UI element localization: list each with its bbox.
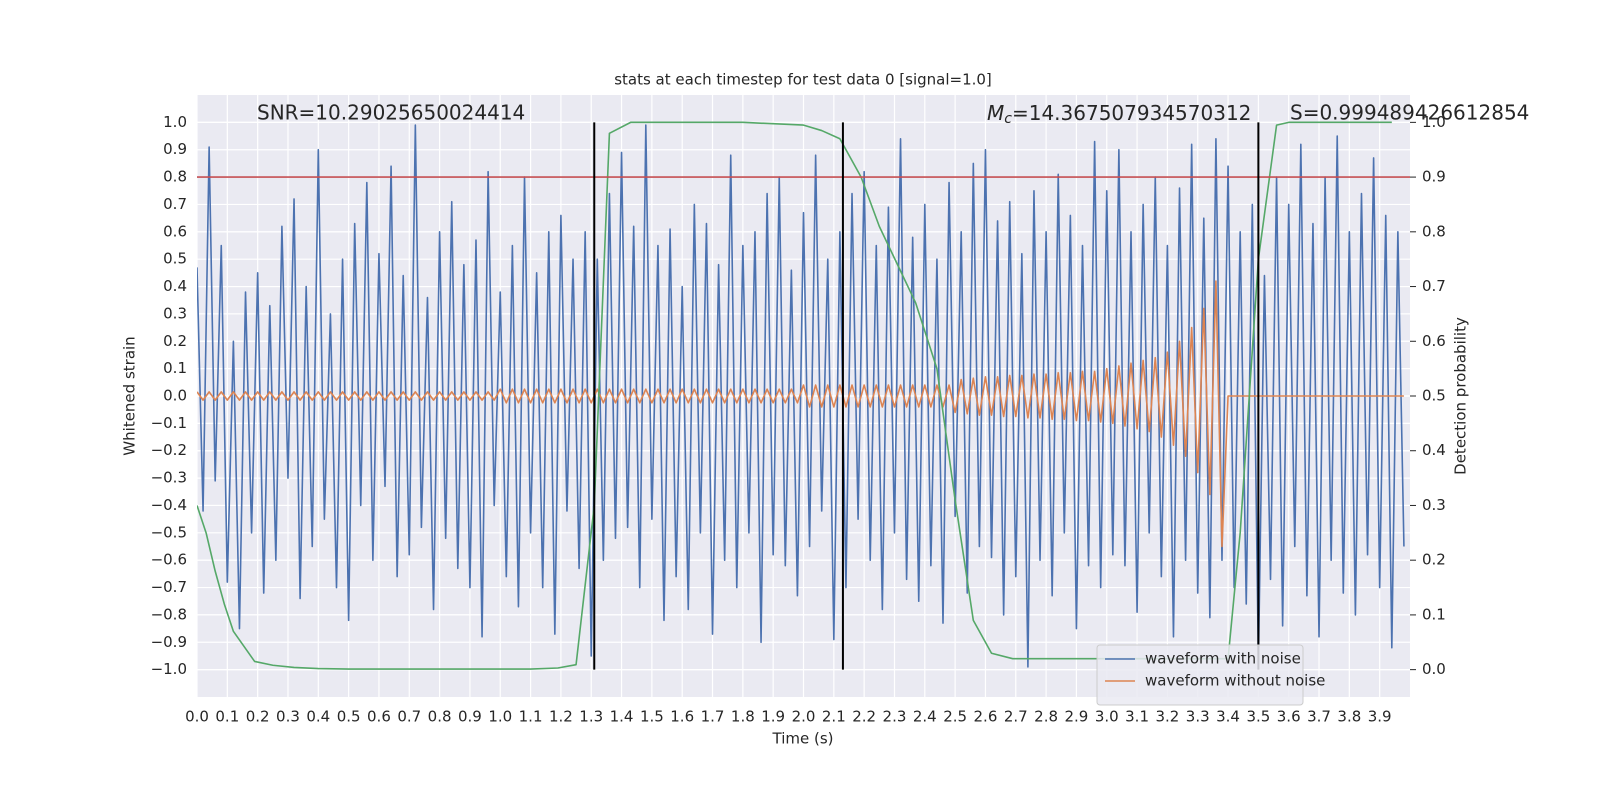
- x-tick-label: 0.3: [276, 708, 300, 726]
- y-tick-label: −0.7: [151, 578, 187, 596]
- x-tick-label: 3.6: [1277, 708, 1301, 726]
- x-tick-label: 2.8: [1034, 708, 1058, 726]
- y2-tick-label: 0.8: [1422, 222, 1446, 240]
- x-tick-label: 2.7: [1004, 708, 1028, 726]
- x-tick-label: 0.8: [428, 708, 452, 726]
- y-tick-label: 0.7: [163, 195, 187, 213]
- series-line: [197, 280, 1404, 548]
- x-tick-label: 2.9: [1064, 708, 1088, 726]
- y-tick-label: −0.6: [151, 551, 187, 569]
- y-tick-label: −0.1: [151, 414, 187, 432]
- y2-tick-label: 0.5: [1422, 387, 1446, 405]
- x-tick-label: 3.3: [1186, 708, 1210, 726]
- annotation: S=0.999489426612854: [1290, 101, 1529, 125]
- x-tick-label: 1.0: [488, 708, 512, 726]
- x-tick-label: 3.2: [1155, 708, 1179, 726]
- y2-tick-label: 0.7: [1422, 277, 1446, 295]
- annotation: SNR=10.29025650024414: [257, 101, 525, 125]
- x-tick-label: 1.8: [731, 708, 755, 726]
- x-tick-label: 0.1: [215, 708, 239, 726]
- x-tick-label: 0.7: [397, 708, 421, 726]
- y-axis-label: Whitened strain: [121, 336, 139, 455]
- x-tick-label: 3.5: [1246, 708, 1270, 726]
- y2-tick-label: 0.0: [1422, 660, 1446, 678]
- x-tick-label: 0.5: [337, 708, 361, 726]
- x-tick-label: 3.7: [1307, 708, 1331, 726]
- chart-title: stats at each timestep for test data 0 […: [614, 71, 992, 89]
- legend-box: [1096, 644, 1304, 706]
- annotation-symbol: M: [987, 101, 1004, 125]
- x-tick-label: 1.4: [610, 708, 634, 726]
- x-tick-label: 3.4: [1216, 708, 1240, 726]
- y-tick-label: 1.0: [163, 113, 187, 131]
- x-tick-label: 3.8: [1337, 708, 1361, 726]
- y2-tick-label: 0.2: [1422, 551, 1446, 569]
- x-tick-label: 1.9: [761, 708, 785, 726]
- x-tick-label: 3.0: [1095, 708, 1119, 726]
- legend-label: waveform without noise: [1145, 672, 1325, 690]
- y2-tick-label: 1.0: [1422, 113, 1446, 131]
- x-tick-label: 1.7: [701, 708, 725, 726]
- series-line: [197, 124, 1405, 668]
- x-tick-label: 3.1: [1125, 708, 1149, 726]
- y-tick-label: −0.5: [151, 523, 187, 541]
- x-tick-label: 0.0: [185, 708, 209, 726]
- annotation-subscript: c: [1004, 111, 1012, 127]
- y-tick-label: −0.9: [151, 633, 187, 651]
- x-tick-label: 1.5: [640, 708, 664, 726]
- annotation: Mc=14.367507934570312: [987, 101, 1251, 128]
- y-tick-label: −0.4: [151, 496, 187, 514]
- y-tick-label: 0.8: [163, 168, 187, 186]
- y-tick-label: 0.1: [163, 359, 187, 377]
- x-tick-label: 1.2: [549, 708, 573, 726]
- y-tick-label: −0.2: [151, 441, 187, 459]
- x-tick-label: 2.0: [792, 708, 816, 726]
- y-tick-label: 0.0: [163, 387, 187, 405]
- y-tick-label: −0.8: [151, 605, 187, 623]
- y-tick-label: 0.5: [163, 250, 187, 268]
- x-axis-label: Time (s): [772, 730, 834, 748]
- x-tick-label: 2.1: [822, 708, 846, 726]
- y2-tick-label: 0.1: [1422, 605, 1446, 623]
- y-tick-label: 0.2: [163, 332, 187, 350]
- x-tick-label: 1.1: [519, 708, 543, 726]
- x-tick-label: 2.6: [974, 708, 998, 726]
- x-tick-label: 2.4: [913, 708, 937, 726]
- y-tick-label: 0.6: [163, 222, 187, 240]
- y-tick-label: 0.4: [163, 277, 187, 295]
- y-tick-label: 0.9: [163, 140, 187, 158]
- x-tick-label: 0.6: [367, 708, 391, 726]
- y2-tick-label: 0.4: [1422, 441, 1446, 459]
- y2-tick-label: 0.3: [1422, 496, 1446, 514]
- x-tick-label: 1.3: [579, 708, 603, 726]
- y2-tick-label: 0.9: [1422, 168, 1446, 186]
- x-tick-label: 0.2: [246, 708, 270, 726]
- x-tick-label: 0.4: [306, 708, 330, 726]
- y-tick-label: 0.3: [163, 304, 187, 322]
- annotation-value: =14.367507934570312: [1012, 101, 1251, 125]
- x-tick-label: 1.6: [670, 708, 694, 726]
- x-tick-label: 2.5: [943, 708, 967, 726]
- x-tick-label: 3.9: [1368, 708, 1392, 726]
- x-tick-label: 2.2: [852, 708, 876, 726]
- x-tick-label: 0.9: [458, 708, 482, 726]
- legend-label: waveform with noise: [1145, 650, 1301, 668]
- y2-axis-label: Detection probability: [1452, 317, 1470, 475]
- y-tick-label: −0.3: [151, 469, 187, 487]
- y-tick-label: −1.0: [151, 660, 187, 678]
- y2-tick-label: 0.6: [1422, 332, 1446, 350]
- x-tick-label: 2.3: [883, 708, 907, 726]
